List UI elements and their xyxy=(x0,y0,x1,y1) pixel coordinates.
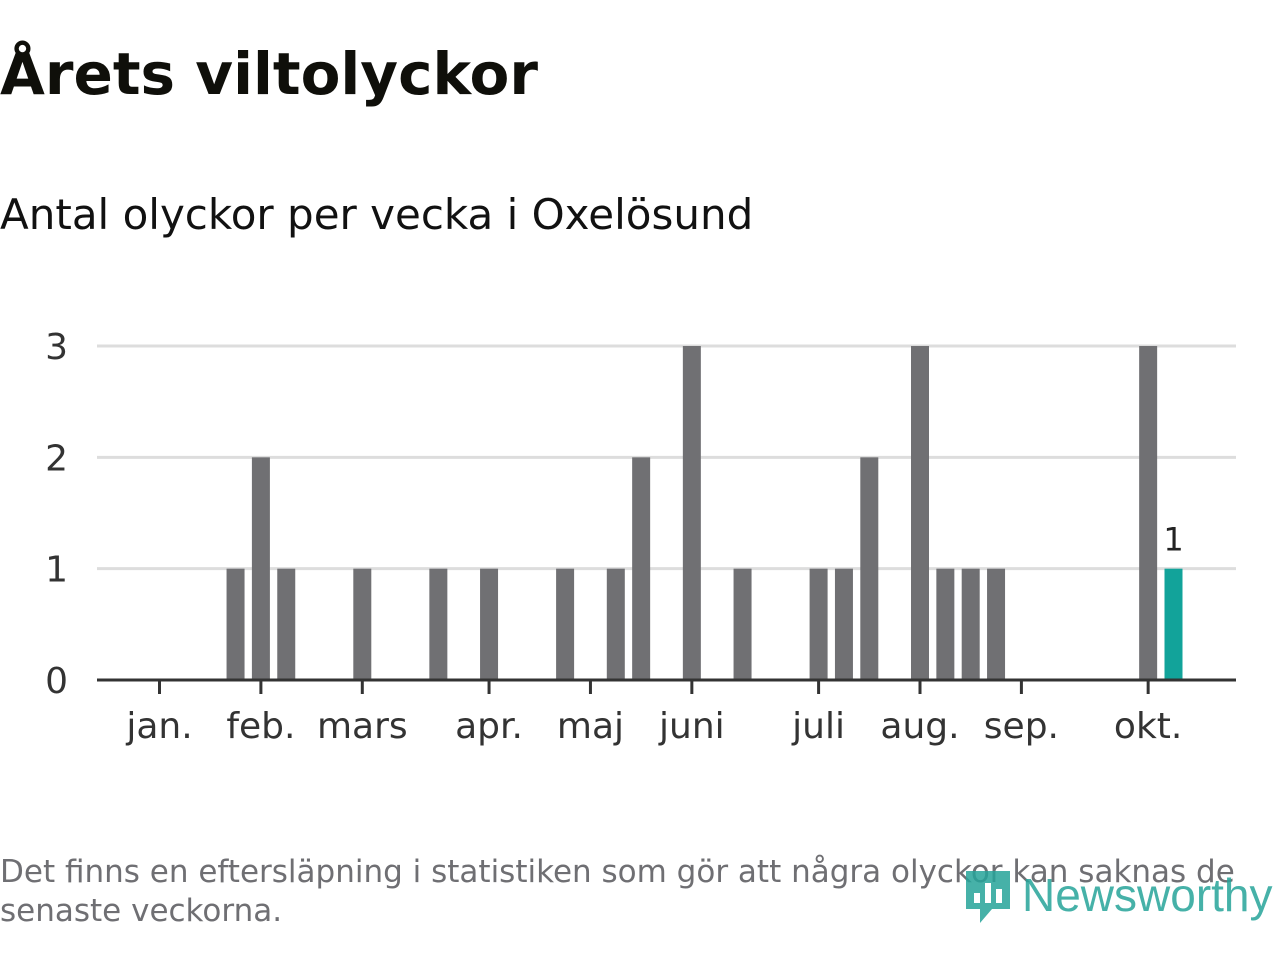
y-tick-label: 0 xyxy=(45,661,68,702)
x-tick-label: sep. xyxy=(984,706,1059,747)
bar-week-14 xyxy=(480,568,499,680)
x-tick-label: aug. xyxy=(880,706,959,747)
bar-chart: 0 1 2 3 jan. feb. mars apr. maj juni juli aug. sep.… xyxy=(45,327,1236,747)
bar-week-5 xyxy=(251,457,270,680)
bar-week-22 xyxy=(682,346,701,680)
x-tick-label: juni xyxy=(658,706,725,747)
x-axis-month-ticks: jan. feb. mars apr. maj juni juli aug. sep. okt. xyxy=(125,680,1182,747)
bar-week-20 xyxy=(632,457,651,680)
y-axis-ticks: 0 1 2 3 xyxy=(45,327,68,702)
bars xyxy=(226,346,1183,680)
bar-week-24 xyxy=(733,568,752,680)
y-tick-label: 3 xyxy=(45,327,68,368)
chart-subtitle: Antal olyckor per vecka i Oxelösund xyxy=(0,190,754,239)
footnote: Det finns en eftersläpning i statistiken… xyxy=(0,854,1235,929)
newsworthy-logo: Newsworthy xyxy=(962,864,1273,926)
x-tick-label: jan. xyxy=(125,706,192,747)
bar-week-32 xyxy=(936,568,955,680)
bar-week-27 xyxy=(809,568,828,680)
bar-week-33 xyxy=(961,568,980,680)
x-tick-label: mars xyxy=(317,706,408,747)
bar-week-19 xyxy=(606,568,625,680)
bar-week-31 xyxy=(911,346,929,680)
bar-week-9 xyxy=(353,568,372,680)
chart-title: Årets viltolyckor xyxy=(0,40,538,108)
gridlines xyxy=(97,344,1236,571)
bar-week-28 xyxy=(834,568,853,680)
bar-week-29 xyxy=(860,457,879,680)
newsworthy-logo-icon xyxy=(966,871,1010,923)
x-tick-label: okt. xyxy=(1114,706,1182,747)
data-labels: 1 xyxy=(1163,521,1183,559)
x-tick-label: feb. xyxy=(226,706,295,747)
x-tick-label: juli xyxy=(791,706,845,747)
bar-week-12 xyxy=(429,568,448,680)
bar-week-34 xyxy=(987,568,1006,680)
y-tick-label: 2 xyxy=(45,438,68,479)
bar-week-6 xyxy=(277,568,296,680)
bar-week-40 xyxy=(1139,346,1158,680)
bar-week-41 xyxy=(1164,568,1183,680)
x-tick-label: maj xyxy=(557,706,624,747)
data-label-week-41: 1 xyxy=(1163,521,1183,559)
bar-week-17 xyxy=(556,568,575,680)
newsworthy-logo-text: Newsworthy xyxy=(1022,869,1273,921)
bar-week-4 xyxy=(226,568,245,680)
y-tick-label: 1 xyxy=(45,550,68,591)
x-tick-label: apr. xyxy=(455,706,523,747)
